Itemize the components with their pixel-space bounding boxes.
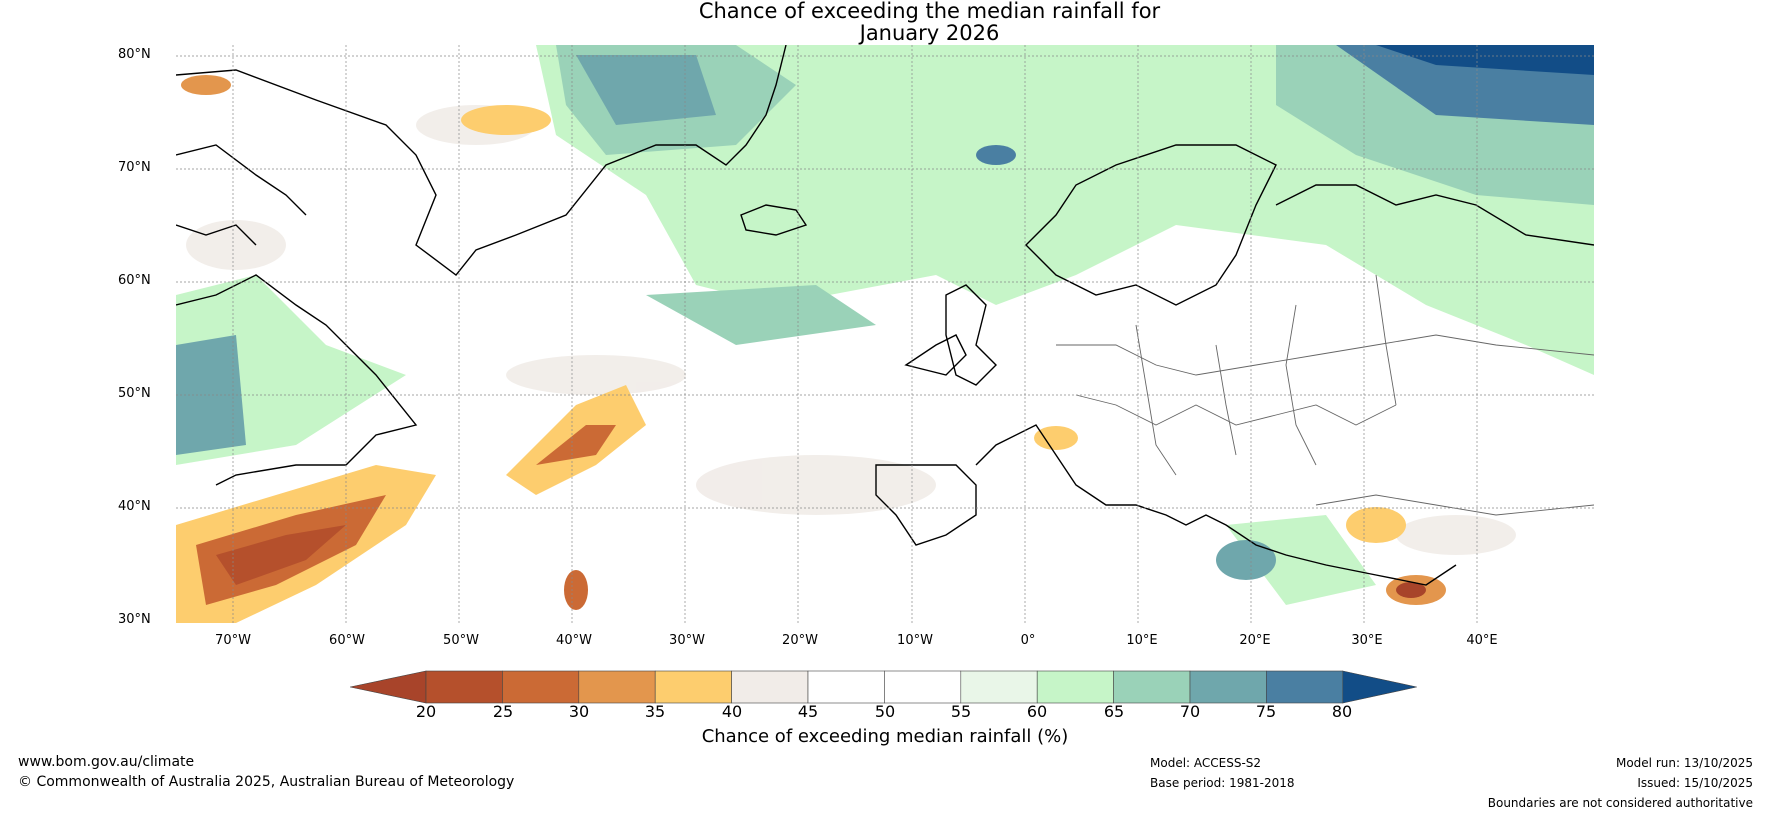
colorbar-swatch (960, 670, 1038, 704)
lon-label-70w: 70°W (215, 633, 251, 648)
title-line-1: Chance of exceeding the median rainfall … (698, 0, 1161, 23)
lat-label-80n: 80°N (118, 47, 151, 62)
lon-label-10w: 10°W (897, 633, 933, 648)
colorbar-tick-80: 80 (1331, 702, 1353, 721)
colorbar-tick-40: 40 (721, 702, 743, 721)
colorbar-tick-25: 25 (492, 702, 514, 721)
colorbar-tick-55: 55 (950, 702, 972, 721)
wet-regions (176, 45, 1594, 605)
colorbar-arrow-high (1342, 670, 1417, 704)
colorbar-tick-75: 75 (1255, 702, 1277, 721)
lon-label-50w: 50°W (443, 633, 479, 648)
footer-model: Model: ACCESS-S2 (1150, 756, 1262, 770)
lon-label-30w: 30°W (669, 633, 705, 648)
country-borders (1056, 274, 1594, 516)
colorbar-swatch (425, 670, 503, 704)
colorbar-swatch (1113, 670, 1191, 704)
colorbar-swatch (578, 670, 656, 704)
colorbar-swatch (502, 670, 580, 704)
colorbar-arrow-low (350, 670, 427, 704)
footer-disclaimer: Boundaries are not considered authoritat… (1487, 796, 1753, 810)
colorbar-tick-45: 45 (797, 702, 819, 721)
footer-url[interactable]: www.bom.gov.au/climate (18, 754, 195, 770)
colorbar-swatches (350, 670, 1417, 704)
colorbar (350, 670, 1417, 704)
lon-label-10e: 10°E (1126, 633, 1158, 648)
colorbar-tick-30: 30 (568, 702, 590, 721)
footer-issued: Issued: 15/10/2025 (1637, 776, 1753, 790)
footer-copyright: © Commonwealth of Australia 2025, Austra… (18, 774, 515, 790)
lon-label-60w: 60°W (329, 633, 365, 648)
colorbar-tick-60: 60 (1026, 702, 1048, 721)
colorbar-swatch (1266, 670, 1344, 704)
colorbar-swatch (884, 670, 962, 704)
dry-regions (176, 75, 1446, 623)
lat-label-70n: 70°N (118, 160, 151, 175)
colorbar-swatch (807, 670, 885, 704)
coastlines (176, 45, 1594, 586)
map-title: Chance of exceeding the median rainfall … (0, 0, 1770, 44)
lon-label-20e: 20°E (1239, 633, 1271, 648)
footer-base-period: Base period: 1981-2018 (1150, 776, 1295, 790)
colorbar-swatch (1189, 670, 1267, 704)
colorbar-swatch (1036, 670, 1114, 704)
graticule (176, 45, 1594, 623)
lat-label-60n: 60°N (118, 273, 151, 288)
colorbar-tick-65: 65 (1103, 702, 1125, 721)
colorbar-tick-50: 50 (874, 702, 896, 721)
colorbar-tick-70: 70 (1179, 702, 1201, 721)
colorbar-tick-35: 35 (644, 702, 666, 721)
colorbar-swatch (731, 670, 809, 704)
lat-label-50n: 50°N (118, 386, 151, 401)
lon-label-30e: 30°E (1351, 633, 1383, 648)
lon-label-0: 0° (1020, 633, 1036, 648)
colorbar-swatch (654, 670, 732, 704)
lon-label-40w: 40°W (556, 633, 592, 648)
lat-label-30n: 30°N (118, 612, 151, 627)
colorbar-label: Chance of exceeding median rainfall (%) (701, 726, 1069, 747)
lon-label-20w: 20°W (782, 633, 818, 648)
lon-label-40e: 40°E (1466, 633, 1498, 648)
footer-model-run: Model run: 13/10/2025 (1615, 756, 1753, 770)
rainfall-probability-map (176, 45, 1594, 623)
colorbar-tick-20: 20 (415, 702, 437, 721)
title-line-2: January 2026 (859, 21, 1000, 45)
lat-label-40n: 40°N (118, 499, 151, 514)
